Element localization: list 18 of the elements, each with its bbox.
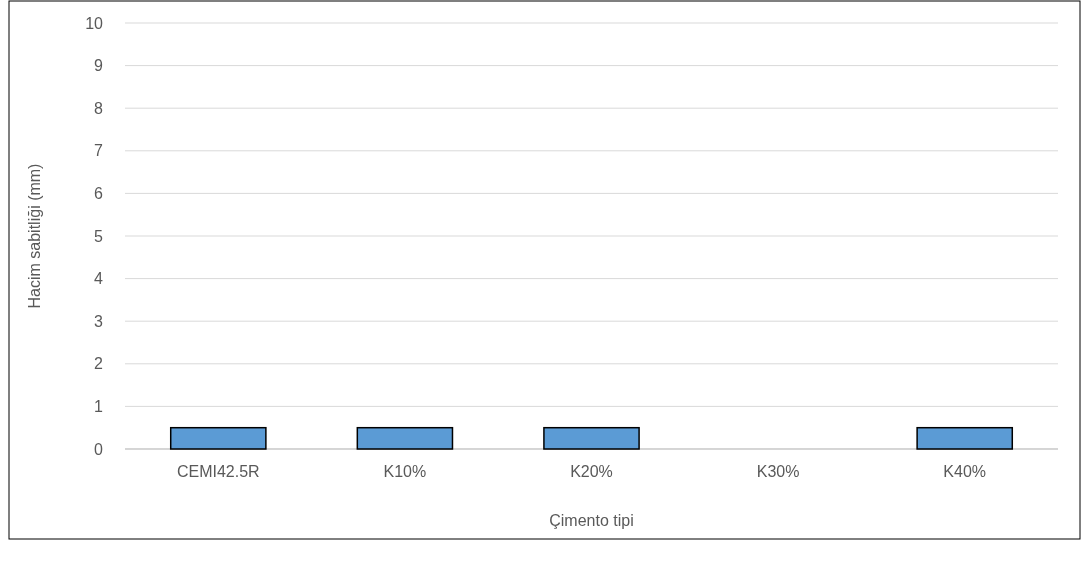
x-tick-label: K10% <box>383 463 427 480</box>
y-tick-label: 7 <box>94 142 104 160</box>
y-tick-label: 1 <box>94 398 104 415</box>
y-tick-label: 6 <box>94 185 104 202</box>
y-tick-label: 4 <box>94 270 104 288</box>
y-tick-label: 8 <box>94 99 104 117</box>
x-axis-title: Çimento tipi <box>549 512 634 529</box>
y-tick-label: 5 <box>94 227 104 245</box>
y-tick-label: 2 <box>94 355 104 373</box>
x-tick-label: K20% <box>570 463 613 480</box>
y-tick-label: 10 <box>85 14 104 32</box>
x-tick-label: CEMI42.5R <box>176 463 260 480</box>
y-tick-label: 0 <box>94 440 104 458</box>
y-tick-label: 3 <box>94 312 104 330</box>
y-axis-title: Hacim sabitliği (mm) <box>26 163 43 309</box>
x-tick-label: K30% <box>756 463 800 480</box>
y-tick-label: 9 <box>94 57 104 75</box>
x-tick-label: K40% <box>943 463 987 480</box>
